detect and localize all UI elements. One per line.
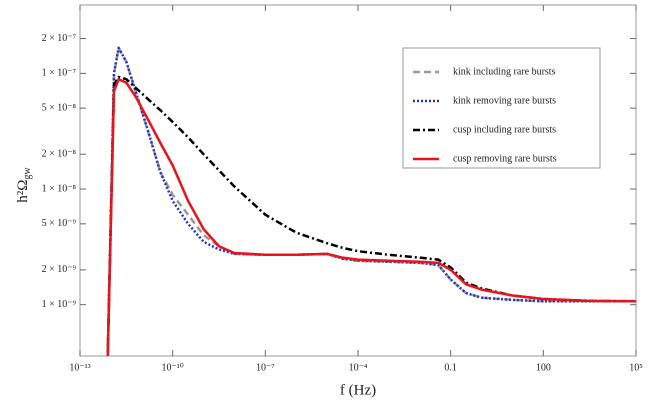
x-axis-label: f (Hz)	[340, 382, 376, 398]
legend-label: kink including rare bursts	[453, 66, 556, 77]
y-tick-label: 5 × 10⁻⁸	[42, 102, 77, 113]
y-tick-label: 2 × 10⁻⁹	[42, 264, 77, 275]
x-tick-label: 100	[536, 362, 551, 373]
x-tick-label: 10⁻¹⁰	[162, 362, 184, 373]
x-tick-label: 0.1	[444, 362, 457, 373]
y-tick-label: 1 × 10⁻⁸	[42, 183, 77, 194]
legend-label: kink removing rare bursts	[453, 95, 556, 106]
y-tick-label: 1 × 10⁻⁷	[42, 68, 77, 79]
y-tick-label: 5 × 10⁻⁹	[42, 218, 77, 229]
legend-label: cusp including rare bursts	[453, 124, 556, 135]
legend-box	[402, 47, 601, 169]
y-tick-label: 2 × 10⁻⁷	[42, 33, 77, 44]
y-tick-label: 2 × 10⁻⁸	[42, 149, 77, 160]
x-tick-label: 10⁵	[629, 362, 643, 373]
x-tick-label: 10⁻⁴	[349, 362, 368, 373]
x-tick-label: 10⁻⁷	[256, 362, 275, 373]
x-tick-label: 10⁻¹³	[69, 362, 90, 373]
y-tick-label: 1 × 10⁻⁹	[42, 299, 77, 310]
y-axis-label: h²Ωgw	[15, 167, 33, 203]
legend-label: cusp removing rare bursts	[453, 153, 557, 164]
y-axis-label-sub: gw	[22, 167, 33, 180]
series-line	[106, 77, 637, 357]
y-axis-label-main: h²Ω	[15, 180, 31, 203]
